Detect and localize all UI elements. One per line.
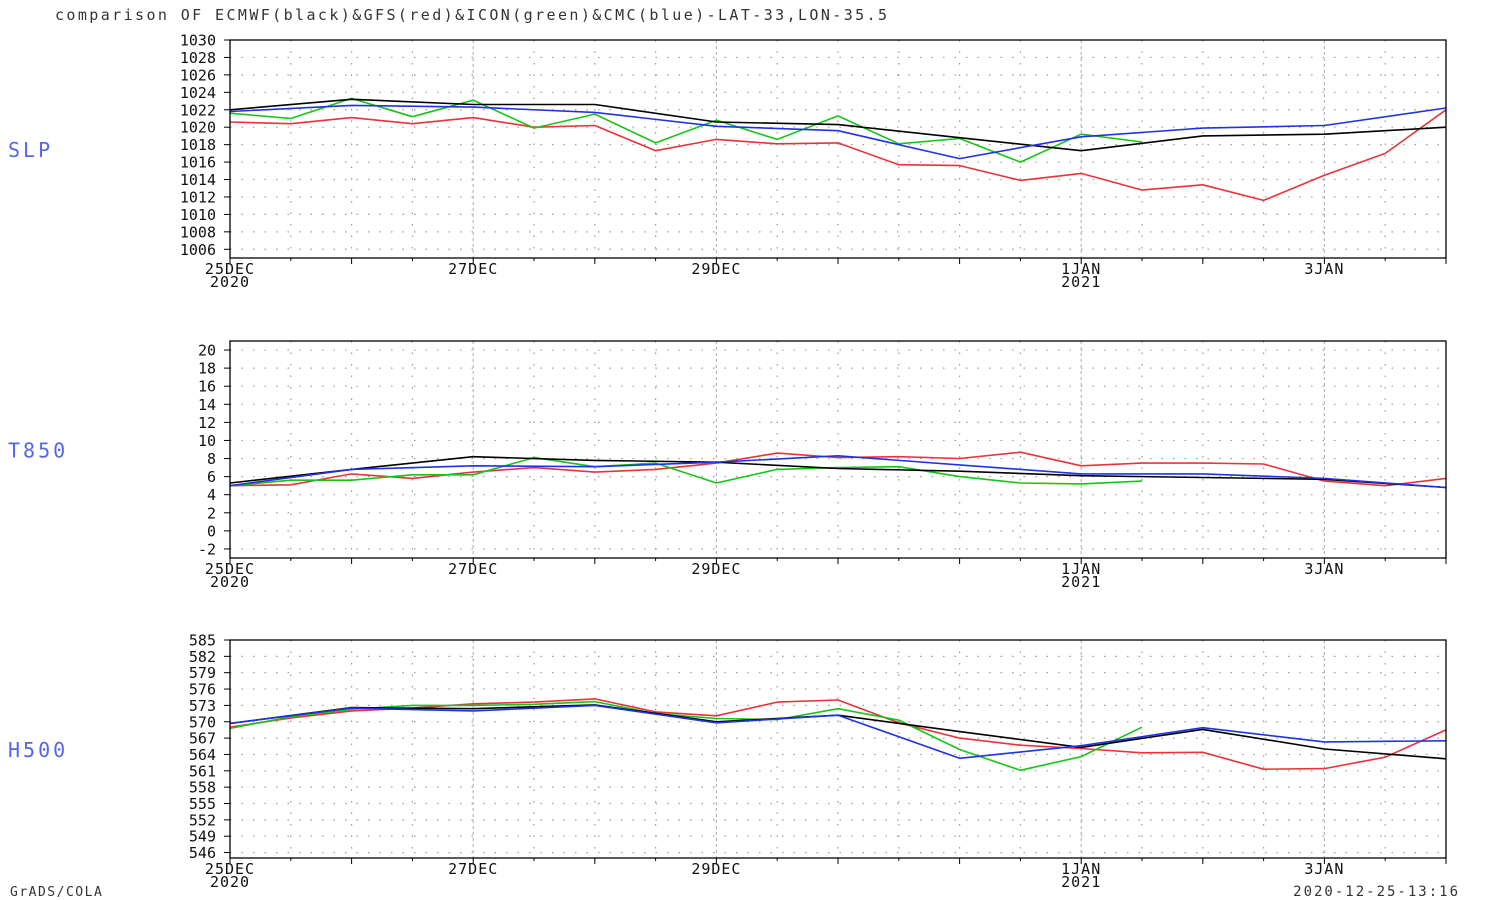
y-tick-label: 1014	[180, 171, 216, 189]
series-line-ecmwf	[229, 704, 1447, 760]
y-tick-label: 582	[189, 648, 216, 666]
y-tick-label: 0	[207, 522, 216, 540]
series-line-ecmwf	[229, 455, 1447, 489]
series-line-icon	[229, 97, 1143, 163]
chart-title: comparison OF ECMWF(black)&GFS(red)&ICON…	[55, 6, 889, 24]
x-tick-year-label: 2020	[210, 873, 250, 891]
y-tick-label: 10	[198, 432, 216, 450]
y-tick-label: 576	[189, 681, 216, 699]
x-tick-label: 27DEC	[448, 860, 498, 878]
panel-label: SLP	[8, 138, 53, 162]
y-tick-label: 570	[189, 713, 216, 731]
series-line-cmc	[229, 454, 1447, 489]
y-tick-label: 579	[189, 664, 216, 682]
y-tick-label: 1030	[180, 32, 216, 50]
y-tick-label: 1006	[180, 241, 216, 259]
y-tick-label: -2	[198, 540, 216, 558]
y-tick-label: 8	[207, 450, 216, 468]
series-line-gfs	[229, 451, 1447, 487]
panel-slp: SLP1006100810101012101410161018102010221…	[8, 32, 1447, 291]
x-tick-label: 1JAN	[1061, 860, 1101, 878]
x-tick-label: 1JAN	[1061, 560, 1101, 578]
x-tick-label: 27DEC	[448, 560, 498, 578]
y-tick-label: 552	[189, 811, 216, 829]
x-tick-year-label: 2021	[1061, 873, 1101, 891]
series-line-ecmwf	[229, 98, 1447, 152]
y-tick-label: 1012	[180, 188, 216, 206]
panel-h500: H500 546549552555558561564567570573576579…	[8, 632, 1447, 891]
panel-label: H500	[8, 738, 68, 762]
x-tick-year-label: 2020	[210, 273, 250, 291]
y-tick-label: 585	[189, 632, 216, 650]
y-tick-label: 1010	[180, 206, 216, 224]
footer-timestamp: 2020-12-25-13:16	[1293, 884, 1460, 900]
x-tick-label: 3JAN	[1304, 260, 1344, 278]
plot-frame	[229, 639, 1447, 859]
x-tick-label: 29DEC	[691, 260, 741, 278]
y-tick-label: 558	[189, 779, 216, 797]
series-line-gfs	[229, 698, 1447, 771]
x-tick-year-label: 2020	[210, 573, 250, 591]
x-tick-year-label: 2021	[1061, 573, 1101, 591]
y-tick-label: 546	[189, 844, 216, 862]
y-tick-label: 12	[198, 414, 216, 432]
y-tick-label: 14	[198, 396, 216, 414]
y-tick-label: 1028	[180, 49, 216, 67]
x-tick-label: 25DEC	[205, 560, 255, 578]
y-tick-label: 561	[189, 762, 216, 780]
series-line-icon	[229, 700, 1143, 772]
y-tick-label: 564	[189, 746, 216, 764]
y-tick-label: 16	[198, 378, 216, 396]
y-tick-label: 549	[189, 828, 216, 846]
y-tick-label: 1022	[180, 101, 216, 119]
y-tick-label: 1008	[180, 223, 216, 241]
x-tick-label: 3JAN	[1304, 860, 1344, 878]
x-tick-label: 25DEC	[205, 260, 255, 278]
y-tick-label: 1016	[180, 154, 216, 172]
y-tick-label: 1024	[180, 84, 216, 102]
y-tick-label: 20	[198, 342, 216, 360]
plot-frame	[229, 340, 1447, 559]
y-tick-label: 1026	[180, 66, 216, 84]
y-tick-label: 6	[207, 468, 216, 486]
x-tick-label: 25DEC	[205, 860, 255, 878]
x-tick-label: 29DEC	[691, 860, 741, 878]
footer-credit: GrADS/COLA	[10, 885, 103, 900]
series-line-cmc	[229, 104, 1447, 160]
y-tick-label: 1018	[180, 136, 216, 154]
panel-label: T850	[8, 439, 68, 463]
y-tick-label: 4	[207, 486, 216, 504]
x-tick-label: 29DEC	[691, 560, 741, 578]
x-tick-label: 1JAN	[1061, 260, 1101, 278]
x-tick-label: 3JAN	[1304, 560, 1344, 578]
y-tick-label: 1020	[180, 119, 216, 137]
x-tick-year-label: 2021	[1061, 273, 1101, 291]
y-tick-label: 18	[198, 360, 216, 378]
series-line-cmc	[229, 704, 1447, 760]
y-tick-label: 567	[189, 730, 216, 748]
y-tick-label: 573	[189, 697, 216, 715]
y-tick-label: 555	[189, 795, 216, 813]
series-line-gfs	[229, 109, 1447, 202]
y-tick-label: 2	[207, 504, 216, 522]
series-line-icon	[229, 456, 1143, 487]
x-tick-label: 27DEC	[448, 260, 498, 278]
plot-frame	[229, 39, 1447, 259]
